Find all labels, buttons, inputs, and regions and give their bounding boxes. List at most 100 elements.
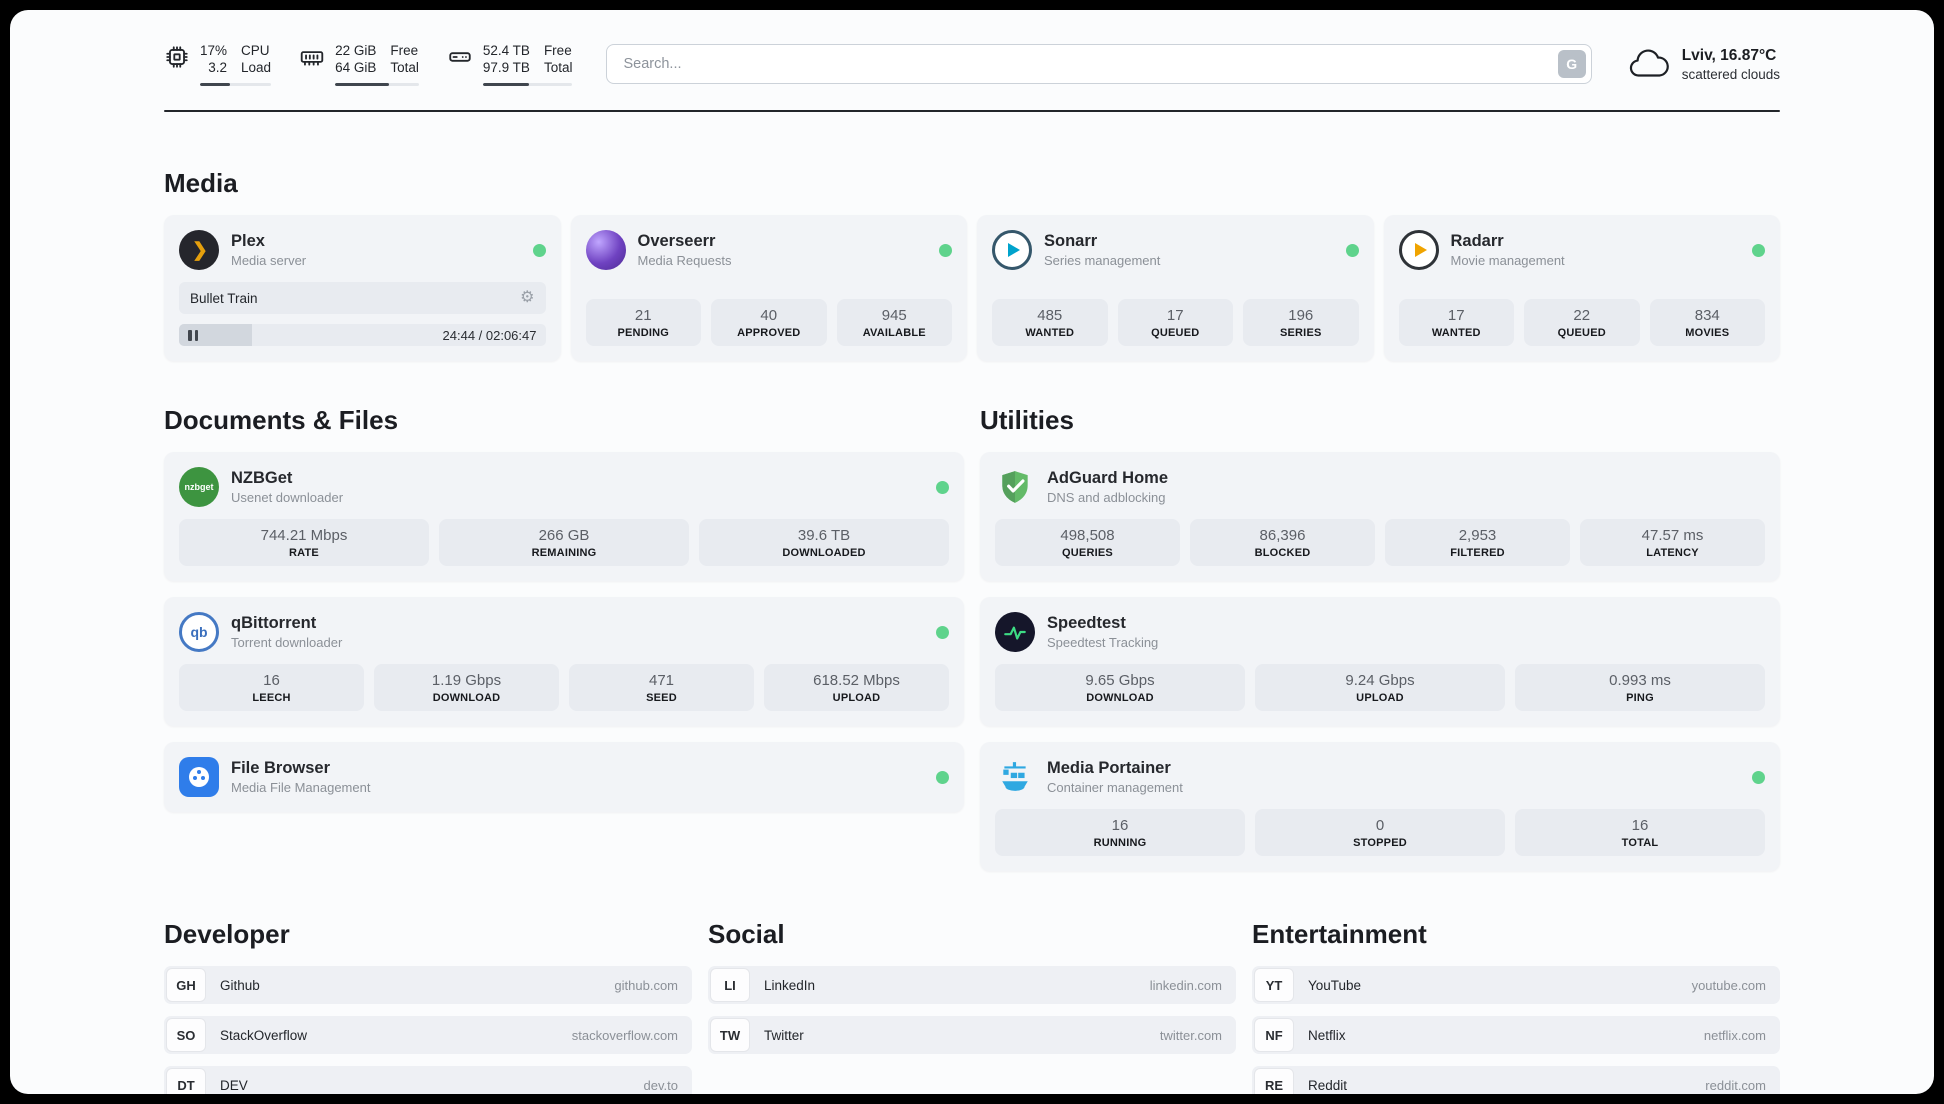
bookmark-badge: RE [1255, 1069, 1293, 1094]
gear-icon[interactable]: ⚙ [520, 289, 535, 306]
app-name: AdGuard Home [1047, 469, 1169, 487]
overseerr-card[interactable]: Overseerr Media Requests 21 PENDING 40 APP… [570, 215, 967, 361]
bookmark-badge: YT [1255, 969, 1293, 1001]
weather-location: Lviv, 16.87°C [1681, 46, 1777, 64]
bookmark-url: dev.to [643, 1077, 678, 1093]
ram-total-label: Total [390, 60, 419, 75]
stat-box: 16 LEECH [179, 664, 364, 711]
bookmark-badge: NF [1255, 1019, 1293, 1051]
bookmark-name: DEV [220, 1077, 248, 1093]
header-divider [164, 110, 1780, 112]
bookmark-stackoverflow[interactable]: SO StackOverflow stackoverflow.com [164, 1016, 692, 1054]
search-bar: G [606, 44, 1592, 84]
search-engine-button[interactable]: G [1557, 50, 1586, 78]
section-title-social: Social [708, 919, 785, 949]
bookmark-group-entertainment: Entertainment YT YouTube youtube.com NF … [1252, 919, 1780, 1094]
sonarr-card[interactable]: Sonarr Series management 485 WANTED 17 QUE… [977, 215, 1374, 361]
nzbget-card[interactable]: nzbget NZBGet Usenet downloader 744.21 M… [164, 452, 964, 581]
bookmark-dev[interactable]: DT DEV dev.to [164, 1066, 692, 1094]
section-title-entertainment: Entertainment [1252, 919, 1427, 949]
bookmark-badge: SO [167, 1019, 205, 1051]
stat-box: 945 AVAILABLE [836, 299, 952, 346]
status-dot [936, 480, 949, 494]
app-name: Radarr [1450, 232, 1504, 250]
ram-progress-bar [335, 83, 419, 86]
qbittorrent-icon: qb [179, 612, 219, 652]
bookmark-github[interactable]: GH Github github.com [164, 966, 692, 1004]
stat-box: 1.19 Gbps DOWNLOAD [374, 664, 559, 711]
bookmark-badge: DT [167, 1069, 205, 1094]
app-subtitle: Media Requests [637, 253, 732, 268]
bookmark-url: linkedin.com [1149, 977, 1222, 993]
app-name: qBittorrent [231, 614, 317, 632]
bookmark-name: Reddit [1308, 1077, 1348, 1093]
ram-total-value: 64 GiB [335, 60, 377, 75]
weather-condition: scattered clouds [1681, 66, 1780, 82]
search-input[interactable] [606, 44, 1592, 84]
disk-progress-bar [482, 83, 573, 86]
bookmark-reddit[interactable]: RE Reddit reddit.com [1252, 1066, 1780, 1094]
app-subtitle: DNS and adblocking [1047, 490, 1166, 505]
section-title-developer: Developer [164, 919, 290, 949]
playback-time: 24:44 / 02:06:47 [442, 327, 537, 343]
stat-box: 16 TOTAL [1515, 809, 1765, 856]
status-dot [532, 243, 546, 257]
plex-card[interactable]: Plex Media server Bullet Train ⚙ 24:44 /… [164, 215, 561, 361]
stat-box: 47.57 ms LATENCY [1580, 519, 1765, 566]
bookmark-linkedin[interactable]: LI LinkedIn linkedin.com [708, 966, 1236, 1004]
adguard-card[interactable]: AdGuard Home DNS and adblocking 498,508 Q… [980, 452, 1780, 581]
stat-box: 17 WANTED [1398, 299, 1514, 346]
app-name: Sonarr [1044, 232, 1098, 250]
bookmark-twitter[interactable]: TW Twitter twitter.com [708, 1016, 1236, 1054]
filebrowser-icon [179, 757, 219, 797]
app-subtitle: Movie management [1450, 253, 1565, 268]
bookmark-group-social: Social LI LinkedIn linkedin.com TW Twitt… [708, 919, 1236, 1054]
dashboard-page: 17% 3.2 CPU Load [10, 10, 1934, 1094]
bookmark-badge: LI [711, 969, 749, 1001]
bookmark-youtube[interactable]: YT YouTube youtube.com [1252, 966, 1780, 1004]
stat-box: 834 MOVIES [1649, 299, 1765, 346]
pause-icon[interactable] [188, 329, 198, 341]
speedtest-icon [995, 612, 1035, 652]
stat-box: 40 APPROVED [711, 299, 827, 346]
radarr-card[interactable]: Radarr Movie management 17 WANTED 22 QUEUE… [1383, 215, 1780, 361]
app-name: Speedtest [1047, 614, 1126, 632]
disk-total-label: Total [543, 60, 573, 75]
portainer-card[interactable]: Media Portainer Container management 16 R… [980, 742, 1780, 871]
stat-box: 266 GB REMAINING [439, 519, 689, 566]
disk-icon [449, 52, 471, 62]
playback-progress-bar[interactable]: 24:44 / 02:06:47 [179, 324, 546, 346]
stat-box: 39.6 TB DOWNLOADED [699, 519, 949, 566]
system-metrics: 17% 3.2 CPU Load [164, 42, 573, 86]
app-name: Plex [231, 232, 265, 250]
cpu-usage-value: 17% [200, 43, 228, 58]
sonarr-icon [992, 230, 1032, 270]
stat-box: 0 STOPPED [1255, 809, 1505, 856]
app-subtitle: Media server [231, 253, 307, 268]
stat-box: 0.993 ms PING [1515, 664, 1765, 711]
filebrowser-card[interactable]: File Browser Media File Management [164, 742, 964, 812]
status-dot [1752, 243, 1765, 257]
cloud-icon [1629, 49, 1669, 77]
bookmark-url: netflix.com [1703, 1027, 1766, 1043]
ram-metric: 22 GiB 64 GiB Free Total [299, 42, 419, 86]
status-dot [936, 770, 949, 784]
stat-box: 196 SERIES [1243, 299, 1359, 346]
stat-box: 17 QUEUED [1117, 299, 1233, 346]
top-header: 17% 3.2 CPU Load [164, 42, 1780, 86]
bookmark-name: StackOverflow [220, 1027, 308, 1043]
qbittorrent-card[interactable]: qb qBittorrent Torrent downloader 16 LEEC… [164, 597, 964, 726]
bookmark-netflix[interactable]: NF Netflix netflix.com [1252, 1016, 1780, 1054]
status-dot [939, 243, 952, 257]
speedtest-card[interactable]: Speedtest Speedtest Tracking 9.65 Gbps DO… [980, 597, 1780, 726]
bookmark-badge: TW [711, 1019, 749, 1051]
cpu-load-value: 3.2 [208, 60, 228, 75]
ram-free-label: Free [390, 43, 419, 58]
section-title-media: Media [164, 168, 238, 198]
app-name: File Browser [231, 759, 331, 777]
bookmark-url: youtube.com [1691, 977, 1766, 993]
status-dot [1345, 243, 1359, 257]
stat-box: 471 SEED [569, 664, 754, 711]
cpu-progress-bar [200, 83, 272, 86]
section-title-utilities: Utilities [980, 405, 1074, 435]
